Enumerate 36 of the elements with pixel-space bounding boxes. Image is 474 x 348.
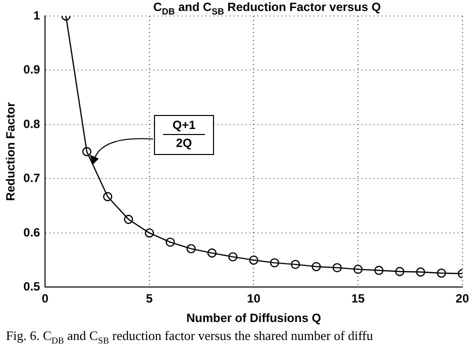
x-axis-title: Number of Diffusions Q xyxy=(186,311,322,326)
point xyxy=(353,264,363,274)
annotation: Q+1 xyxy=(163,117,205,135)
y-tick-label: 0.7 xyxy=(23,171,40,186)
x-tick-label: 0 xyxy=(42,292,49,306)
point xyxy=(144,228,154,238)
point xyxy=(166,238,175,247)
y-tick-label: 0.8 xyxy=(23,116,40,131)
point xyxy=(395,266,404,276)
x-tick-label: 10 xyxy=(247,292,261,306)
point xyxy=(416,267,426,277)
point xyxy=(124,214,134,224)
y-tick-label: 0.6 xyxy=(23,225,40,240)
point xyxy=(332,263,342,272)
point xyxy=(207,248,217,258)
chart-title: C$_{DB}$ and C$_{SB}$ Reduction Factor versus Q xyxy=(152,0,382,16)
point xyxy=(436,268,446,278)
point xyxy=(270,258,280,268)
point xyxy=(103,192,112,202)
annotation: 2Q xyxy=(174,135,193,152)
point xyxy=(228,252,238,262)
point xyxy=(186,244,196,254)
point xyxy=(290,260,300,270)
x-tick-label: 5 xyxy=(146,292,154,306)
y-tick-label: 0.5 xyxy=(23,280,40,294)
caption: Fig. 6. C$_{DB}$ and C$_{SB}$ reduction factor versus the shared number of diffu xyxy=(6,328,374,346)
y-tick-label: 0.9 xyxy=(23,62,40,77)
x-tick-label: 20 xyxy=(456,292,470,306)
fraction-box: Q+1 2Q xyxy=(154,115,214,155)
x-tick-label: 15 xyxy=(351,292,366,306)
y-tick-label: 1 xyxy=(33,8,40,22)
point xyxy=(82,147,92,156)
y-axis-title: Reduction Factor xyxy=(4,102,18,201)
point xyxy=(249,255,258,265)
point xyxy=(374,266,384,275)
point xyxy=(312,262,321,272)
